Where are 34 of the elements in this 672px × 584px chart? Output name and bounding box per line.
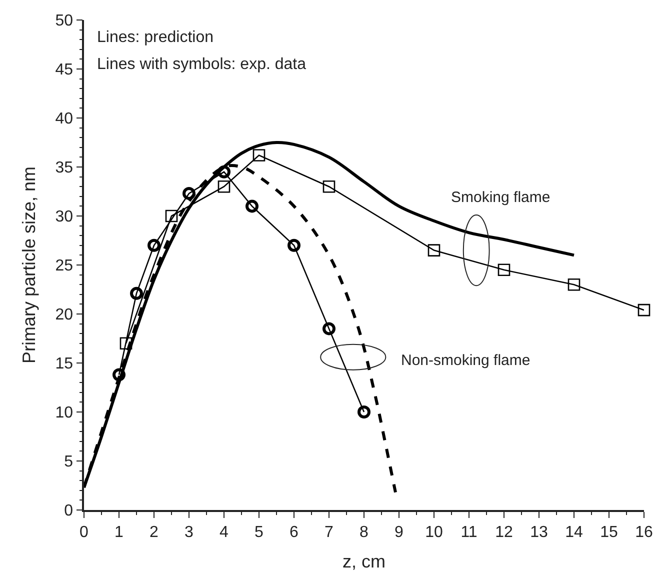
- x-tick-label: 8: [360, 524, 369, 541]
- x-axis-title: z, cm: [342, 552, 386, 572]
- y-tick-label: 20: [55, 306, 74, 324]
- y-tick-label: 0: [64, 502, 74, 520]
- x-tick-label: 4: [220, 524, 229, 541]
- y-tick-label: 35: [55, 160, 74, 177]
- y-tick-label: 30: [55, 208, 74, 226]
- x-tick-label: 1: [114, 524, 124, 541]
- y-tick-label: 10: [55, 404, 74, 422]
- y-tick-label: 50: [55, 12, 74, 30]
- annotation: Non-smoking flame: [401, 352, 530, 369]
- y-tick-label: 25: [55, 258, 74, 275]
- y-tick-label: 15: [55, 356, 74, 373]
- y-axis-title: Primary particle size, nm: [18, 166, 39, 364]
- x-tick-label: 14: [565, 524, 583, 541]
- y-tick-label: 45: [55, 62, 74, 79]
- x-tick-label: 13: [530, 524, 548, 541]
- x-tick-label: 2: [150, 524, 159, 541]
- annotation: Lines with symbols: exp. data: [97, 56, 306, 73]
- annotation: Lines: prediction: [97, 29, 214, 46]
- y-tick-label: 5: [64, 454, 74, 471]
- x-tick-label: 15: [600, 524, 618, 541]
- x-tick-label: 10: [425, 524, 443, 541]
- x-tick-label: 7: [324, 524, 334, 541]
- x-tick-label: 16: [635, 524, 653, 541]
- x-tick-label: 9: [394, 524, 404, 541]
- x-tick-label: 3: [184, 524, 194, 541]
- annotation: Smoking flame: [451, 189, 550, 206]
- y-tick-label: 40: [55, 110, 74, 128]
- x-tick-label: 5: [254, 524, 264, 541]
- x-tick-label: 0: [80, 524, 89, 541]
- x-tick-label: 6: [290, 524, 299, 541]
- x-tick-label: 12: [495, 524, 513, 541]
- x-tick-label: 11: [460, 524, 478, 541]
